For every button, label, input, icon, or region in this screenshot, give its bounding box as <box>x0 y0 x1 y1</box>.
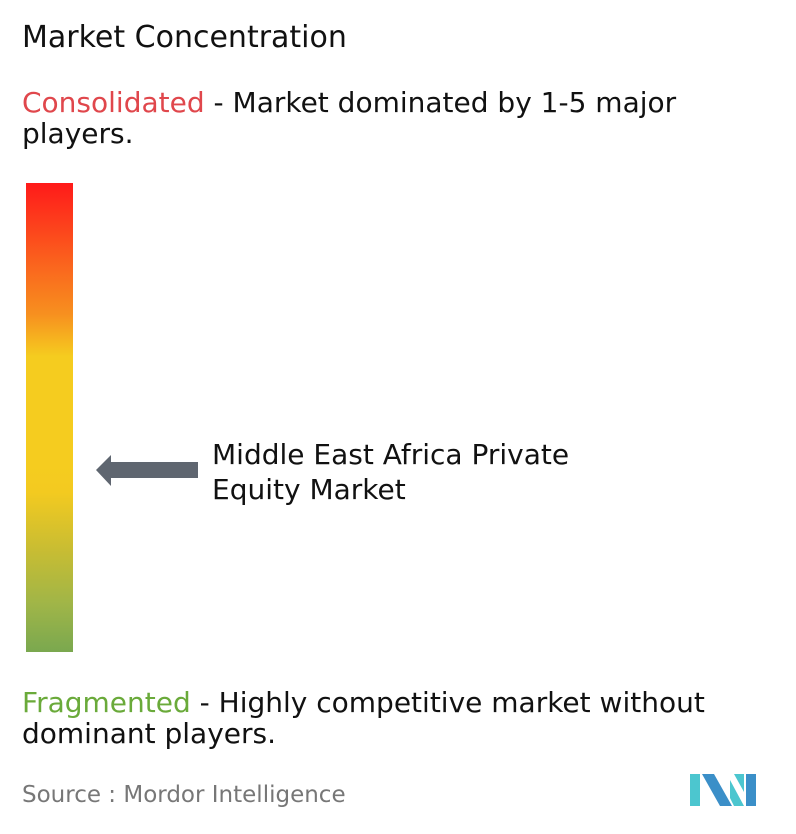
concentration-gradient-bar <box>26 183 73 652</box>
consolidated-description: - Market dominated by 1-5 major players. <box>22 86 677 150</box>
fragmented-label: Fragmented <box>22 686 191 719</box>
arrow-left-icon <box>96 455 198 486</box>
fragmented-description: - Highly competitive market without domi… <box>22 686 705 750</box>
consolidated-label: Consolidated <box>22 86 205 119</box>
market-label: Middle East Africa Private Equity Market <box>212 438 570 506</box>
fragmented-legend: Fragmented - Highly competitive market w… <box>22 687 792 749</box>
mordor-intelligence-logo <box>690 774 756 806</box>
source-note: Source : Mordor Intelligence <box>22 782 346 808</box>
title: Market Concentration <box>22 20 347 55</box>
consolidated-legend: Consolidated - Market dominated by 1-5 m… <box>22 87 792 149</box>
